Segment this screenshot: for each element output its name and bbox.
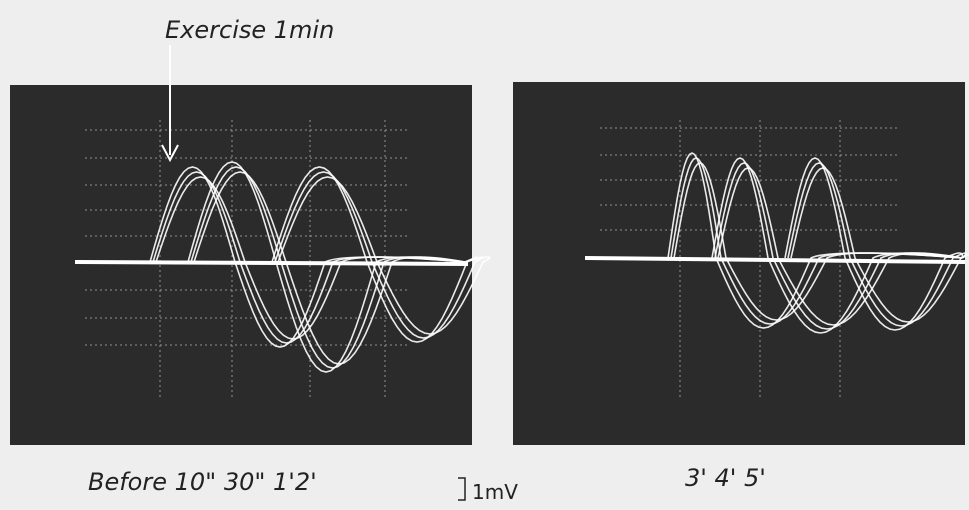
trace (784, 157, 964, 331)
trace (193, 171, 466, 365)
trace (274, 171, 484, 339)
scale-bar-label: 1mV (472, 480, 518, 504)
trace (277, 176, 491, 335)
annotation: Exercise 1min (165, 16, 334, 44)
trace (673, 162, 963, 321)
trace (155, 176, 466, 340)
trace (190, 166, 466, 369)
annotation-arrowhead (161, 144, 179, 163)
right-caption: 3' 4' 5' (685, 464, 766, 492)
trace (790, 167, 969, 323)
trace (714, 162, 963, 330)
left-caption: Before 10" 30" 1'2' (88, 468, 317, 496)
traces (74, 120, 969, 400)
trace (717, 167, 963, 326)
right-oscilloscope-panel (513, 82, 965, 445)
baseline (584, 256, 966, 264)
trace (787, 162, 967, 327)
trace (187, 161, 466, 373)
baseline (74, 260, 469, 266)
scale-bar (458, 477, 466, 501)
trace (711, 157, 963, 334)
